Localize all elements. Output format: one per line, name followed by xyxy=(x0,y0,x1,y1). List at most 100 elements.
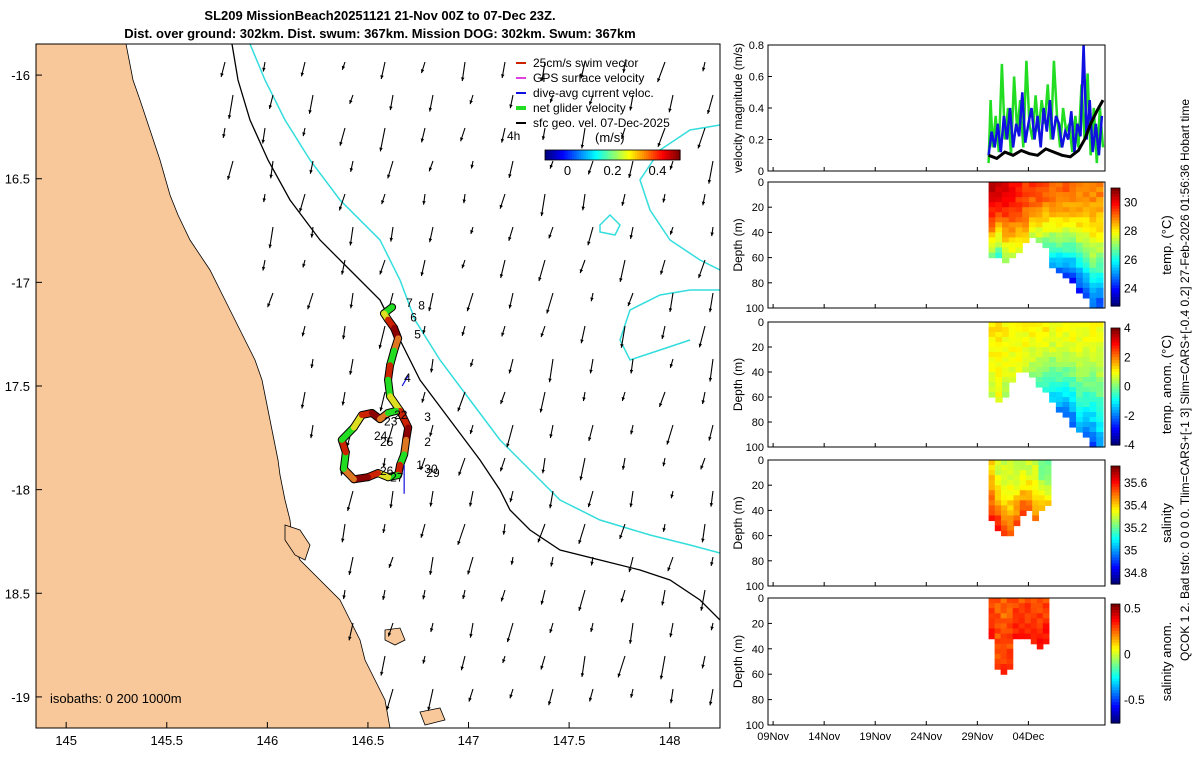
current-arrowhead xyxy=(669,363,674,368)
colorbar-cell xyxy=(1111,211,1120,216)
colorbar-cell xyxy=(675,150,679,160)
current-arrowhead xyxy=(461,77,465,82)
colorbar-cell xyxy=(1111,371,1120,376)
colorbar-cell xyxy=(623,150,627,160)
heatmap-cell xyxy=(1024,623,1032,630)
heatmap-cell xyxy=(1042,633,1050,640)
current-arrowhead xyxy=(509,104,513,109)
colorbar-cell xyxy=(1111,383,1120,388)
current-arrowhead xyxy=(502,530,506,535)
colorbar-cell xyxy=(1111,220,1120,224)
current-arrowhead xyxy=(341,401,345,406)
heatmap-cell xyxy=(1089,362,1097,368)
heatmap-cell xyxy=(1062,342,1070,348)
heatmap-cell xyxy=(1062,387,1070,393)
heatmap-cell xyxy=(1082,237,1091,244)
heatmap-cell xyxy=(1049,252,1057,259)
heatmap-cell xyxy=(1082,287,1091,294)
heatmap-cell xyxy=(1008,322,1017,328)
heatmap-cell xyxy=(1076,217,1084,223)
current-arrowhead xyxy=(379,147,383,152)
heatmap-cell xyxy=(1069,237,1077,244)
heatmap-cell xyxy=(1015,357,1023,363)
current-arrowhead xyxy=(707,179,712,184)
heatmap-cell xyxy=(995,327,1003,333)
heatmap-cell xyxy=(988,247,996,254)
colorbar-cell xyxy=(574,150,578,160)
colorbar-cell xyxy=(558,150,562,160)
heatmap-cell xyxy=(1069,377,1077,383)
current-arrowhead xyxy=(708,308,713,313)
heatmap-cell xyxy=(1076,237,1084,244)
colorbar-cell xyxy=(632,150,636,160)
heatmap-cell xyxy=(1028,347,1037,353)
current-arrowhead xyxy=(662,198,666,203)
heatmap-cell xyxy=(1000,628,1008,635)
heatmap-cell xyxy=(1096,287,1104,294)
track-day-label: 25 xyxy=(380,435,394,449)
legend-4h-marker: 4h xyxy=(507,129,520,143)
track-day-label: 27 xyxy=(390,470,404,484)
heatmap-cell xyxy=(1096,297,1104,304)
heatmap-cell xyxy=(1002,242,1010,249)
colorbar-cell xyxy=(592,150,596,160)
colorbar-cell xyxy=(614,150,618,160)
heatmap-cell xyxy=(1096,367,1104,373)
colorbar-cell xyxy=(560,150,564,160)
heatmap-cell xyxy=(1049,362,1057,368)
current-arrowhead xyxy=(349,99,353,104)
current-arrowhead xyxy=(662,462,666,467)
heatmap-cell xyxy=(988,242,996,249)
colorbar-cell xyxy=(1111,377,1120,382)
heatmap-ytick-label: 40 xyxy=(752,505,764,517)
colorbar-cell xyxy=(1111,527,1120,532)
heatmap-frame xyxy=(767,597,1106,726)
dive-avg-vector xyxy=(401,375,409,387)
heatmap-cell xyxy=(1015,192,1023,198)
heatmap-cell xyxy=(1096,252,1104,259)
heatmap-cell xyxy=(994,623,1002,630)
colorbar-cell xyxy=(646,150,650,160)
colorbar-tick-label: 35 xyxy=(1124,543,1138,557)
colorbar-cell xyxy=(662,150,665,160)
velocity-ytick-label: 0.6 xyxy=(749,72,764,84)
heatmap-ytick-label: 20 xyxy=(752,342,764,354)
heatmap-cell xyxy=(1089,242,1097,249)
heatmap-cell xyxy=(1032,515,1040,522)
map-xtick-label: 146.5 xyxy=(352,733,385,748)
colorbar-tick-label: 4 xyxy=(1124,321,1131,335)
heatmap-cell xyxy=(994,664,1002,670)
heatmap-cell xyxy=(1028,342,1037,348)
heatmap-cell xyxy=(1062,322,1070,328)
heatmap-cell xyxy=(1076,187,1084,193)
heatmap-frame xyxy=(767,321,1106,448)
heatmap-cell xyxy=(1076,272,1084,279)
heatmap-cell xyxy=(1030,633,1038,640)
heatmap-cell xyxy=(1042,212,1050,218)
colorbar-cell xyxy=(1111,273,1120,278)
heatmap-cell xyxy=(1015,222,1023,228)
heatmap-cell xyxy=(1015,217,1023,223)
heatmap-cell xyxy=(1001,510,1008,517)
heatmap-cell xyxy=(994,608,1002,614)
heatmap-cell xyxy=(994,603,1002,609)
current-arrowhead xyxy=(468,697,472,702)
colorbar-tick-label: 0.4 xyxy=(648,163,666,178)
current-arrowhead xyxy=(261,266,266,271)
colorbar-cell xyxy=(565,150,569,160)
heatmap-cell xyxy=(1013,505,1021,511)
colorbar-cell xyxy=(1111,569,1120,573)
heatmap-cell xyxy=(1015,242,1023,249)
heatmap-cell xyxy=(1008,192,1017,198)
heatmap-cell xyxy=(1082,212,1091,218)
heatmap-cell xyxy=(995,382,1003,388)
colorbar-cell xyxy=(1111,615,1120,620)
heatmap-cell xyxy=(1002,247,1010,254)
heatmap-cell xyxy=(1096,442,1104,448)
current-arrowhead xyxy=(627,302,631,307)
heatmap-cell xyxy=(1082,217,1091,223)
heatmap-cell xyxy=(1008,197,1017,203)
current-arrowhead xyxy=(621,465,626,470)
heatmap-cell xyxy=(1055,252,1064,259)
colorbar-cell xyxy=(569,150,573,160)
